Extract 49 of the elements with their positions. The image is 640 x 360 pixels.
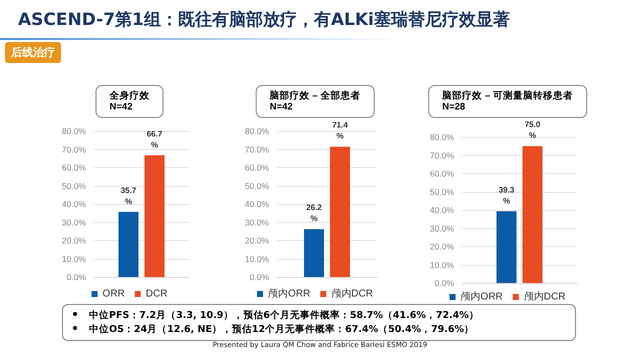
y-tick-label: 10.0% — [244, 254, 270, 264]
y-tick-label: 60.0% — [62, 162, 86, 172]
y-tick-label: 10.0% — [430, 260, 454, 270]
y-tick-label: 30.0% — [62, 217, 86, 228]
y-tick-label: 0.0% — [66, 272, 86, 282]
data-label: 39.3% — [498, 185, 515, 206]
y-tick-label: 40.0% — [62, 199, 86, 209]
data-label: 66.7% — [146, 129, 163, 150]
y-tick-label: 50.0% — [430, 186, 454, 197]
y-tick-label: 0.0% — [434, 278, 454, 288]
text: 中位PFS：7.2月（3.3, 10.9），预估6个月无事件概率：58.7%（41.6%，72.4%） — [89, 310, 479, 321]
text: 中位OS：24月（12.6, NE），预估12个月无事件概率：67.4%（50.4%，79.6%） — [89, 324, 474, 335]
text: ASCEND-7第1组：既往有脑部放疗，有ALKi塞瑞替尼疗效显著 — [18, 9, 510, 31]
y-tick-label: 20.0% — [430, 242, 454, 252]
y-tick-label: 80.0% — [430, 132, 454, 142]
chart-subtitle: N=42 — [270, 102, 293, 112]
y-tick-label: 40.0% — [244, 199, 270, 209]
y-tick-label: 70.0% — [244, 144, 270, 154]
chart-title: 脑部疗效 – 全部患者 — [268, 90, 360, 102]
y-tick-label: 70.0% — [62, 144, 86, 154]
y-tick-label: 30.0% — [244, 217, 270, 228]
y-tick-label: 0.0% — [250, 272, 270, 282]
chart-subtitle: N=42 — [110, 102, 132, 112]
y-tick-label: 70.0% — [430, 150, 454, 160]
legend-label: ORR — [102, 288, 125, 300]
chart-title: 全身疗效 — [108, 90, 150, 102]
chart-title: 脑部疗效 – 可测量脑转移患者 — [441, 90, 573, 102]
legend-label: 颅内ORR — [268, 288, 310, 300]
y-tick-label: 30.0% — [430, 223, 454, 234]
data-label: 35.7% — [120, 186, 137, 206]
y-tick-label: 40.0% — [430, 205, 454, 215]
chart-subtitle: N=28 — [442, 102, 466, 112]
y-tick-label: 20.0% — [244, 236, 270, 246]
y-tick-label: 20.0% — [62, 236, 86, 246]
y-tick-label: 80.0% — [62, 126, 86, 136]
legend-label: 颅内ORR — [460, 290, 503, 302]
y-tick-label: 50.0% — [62, 180, 86, 191]
y-tick-label: 60.0% — [244, 162, 270, 172]
legend-label: 颅内DCR — [524, 290, 566, 302]
y-tick-label: 60.0% — [430, 168, 454, 178]
data-label: 71.4% — [332, 120, 348, 141]
legend-label: DCR — [146, 288, 168, 300]
data-label: 26.2% — [306, 203, 322, 224]
data-label: 75.0% — [524, 120, 541, 140]
y-tick-label: 10.0% — [62, 254, 86, 264]
text: 后线治疗 — [5, 42, 61, 63]
legend-label: 颅内DCR — [331, 288, 373, 300]
y-tick-label: 80.0% — [244, 126, 270, 136]
y-tick-label: 50.0% — [244, 180, 270, 191]
